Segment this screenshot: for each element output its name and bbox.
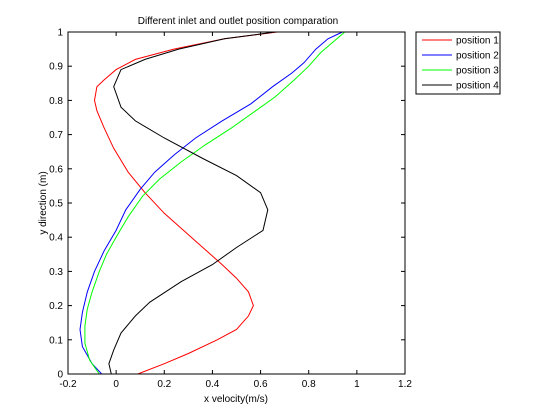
y-tick-label: 0 (57, 370, 63, 381)
x-tick-label: 0 (113, 379, 119, 390)
series-layer (79, 31, 346, 375)
y-axis-label: y direction (m) (38, 171, 49, 234)
series-line-4 (108, 31, 276, 375)
x-tick-label: 0.6 (254, 379, 268, 390)
x-axis-label: x velocity(m/s) (204, 394, 268, 405)
chart-title: Different inlet and outlet position comp… (138, 16, 339, 27)
y-tick-label: 0.6 (49, 164, 63, 175)
x-tick-label: 1.2 (398, 379, 412, 390)
legend-label-1: position 1 (456, 36, 499, 47)
y-tick-label: 0.2 (49, 301, 63, 312)
y-axis: 0 0.1 0.2 0.3 0.4 0.5 0.6 0.7 0.8 0.9 1 (49, 28, 405, 381)
y-tick-label: 0.5 (49, 199, 63, 210)
y-tick-label: 0.4 (49, 233, 63, 244)
y-tick-label: 0.7 (49, 130, 63, 141)
y-tick-label: 0.9 (49, 62, 63, 73)
y-tick-label: 0.1 (49, 335, 63, 346)
y-tick-label: 0.8 (49, 96, 63, 107)
series-line-2 (79, 31, 343, 375)
x-axis: -0.2 0 0.2 0.4 0.6 0.8 1 1.2 (59, 32, 412, 390)
legend-label-4: position 4 (456, 81, 499, 92)
x-tick-label: 0.8 (302, 379, 316, 390)
series-line-3 (84, 31, 346, 375)
series-line-1 (93, 31, 278, 375)
plot-area-border (67, 31, 406, 375)
y-tick-label: 1 (57, 28, 63, 39)
x-tick-label: 1 (354, 379, 360, 390)
x-tick-label: -0.2 (59, 379, 77, 390)
legend: position 1 position 2 position 3 position 4 (415, 31, 501, 95)
legend-label-3: position 3 (456, 66, 499, 77)
legend-label-2: position 2 (456, 51, 499, 62)
legend-box (415, 31, 501, 95)
x-tick-label: 0.2 (157, 379, 171, 390)
x-tick-label: 0.4 (205, 379, 219, 390)
y-tick-label: 0.3 (49, 267, 63, 278)
